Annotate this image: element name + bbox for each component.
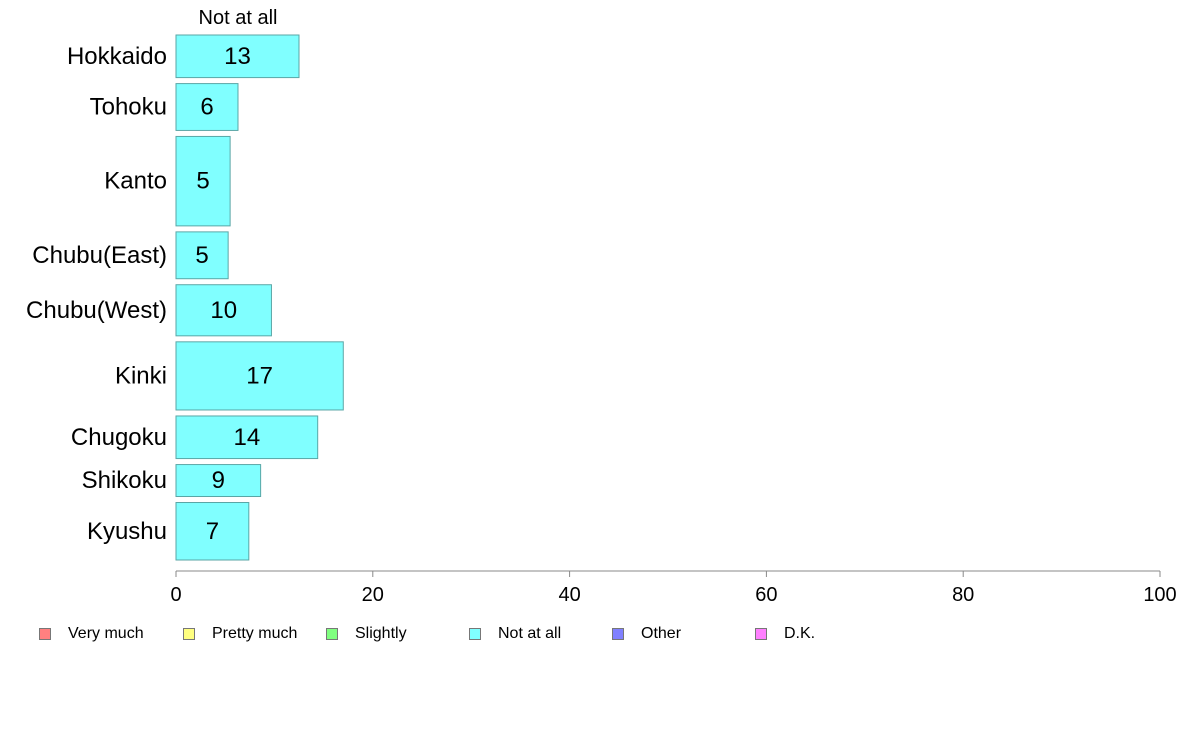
bar-segment <box>175 502 250 561</box>
legend-swatch <box>183 628 195 640</box>
legend: Very much Pretty much Slightly Not at all Ot… <box>0 622 1188 646</box>
category-label: Chubu(East) <box>32 242 167 269</box>
bar-segment <box>175 34 300 79</box>
legend-label: D.K. <box>784 625 816 642</box>
category-label: Shikoku <box>82 467 167 494</box>
x-tick-label: 40 <box>558 584 580 606</box>
legend-label: Other <box>641 625 682 642</box>
bar-segment <box>175 341 344 411</box>
legend-label: Not at all <box>498 625 562 642</box>
category-label: Chubu(West) <box>26 297 167 324</box>
category-label: Kyushu <box>87 518 167 545</box>
x-tick-label: 60 <box>755 584 777 606</box>
bar-segment <box>175 284 272 337</box>
legend-item: Pretty much <box>183 622 297 646</box>
x-tick-label: 0 <box>170 584 181 606</box>
bar-segment <box>175 231 229 280</box>
category-label: Chugoku <box>71 424 167 451</box>
data-label: 9 <box>212 467 225 494</box>
data-label: 17 <box>246 362 273 389</box>
x-tick-label: 80 <box>952 584 974 606</box>
data-label: 5 <box>196 168 209 195</box>
bar-segment <box>175 415 319 460</box>
data-label: 6 <box>200 94 213 121</box>
legend-swatch <box>326 628 338 640</box>
legend-item: Very much <box>39 622 144 646</box>
bar-segment <box>175 83 239 131</box>
legend-item: Other <box>612 622 681 646</box>
x-tick-label: 20 <box>362 584 384 606</box>
x-tick-label: 100 <box>1143 584 1176 606</box>
series-header: Not at all <box>199 7 278 29</box>
data-label: 14 <box>233 424 260 451</box>
category-label: Kinki <box>115 362 167 389</box>
legend-label: Very much <box>68 625 144 642</box>
legend-item: D.K. <box>755 622 815 646</box>
legend-swatch <box>469 628 481 640</box>
legend-item: Slightly <box>326 622 407 646</box>
data-label: 5 <box>195 242 208 269</box>
bar-segment <box>175 135 231 227</box>
legend-swatch <box>755 628 767 640</box>
legend-item: Not at all <box>469 622 561 646</box>
legend-swatch <box>612 628 624 640</box>
category-label: Kanto <box>104 168 167 195</box>
legend-label: Slightly <box>355 625 407 642</box>
category-label: Tohoku <box>90 94 167 121</box>
data-label: 10 <box>210 297 237 324</box>
category-label: Hokkaido <box>67 43 167 70</box>
bar-segment <box>175 464 262 498</box>
legend-swatch <box>39 628 51 640</box>
data-label: 13 <box>224 43 251 70</box>
data-label: 7 <box>206 518 219 545</box>
legend-label: Pretty much <box>212 625 298 642</box>
